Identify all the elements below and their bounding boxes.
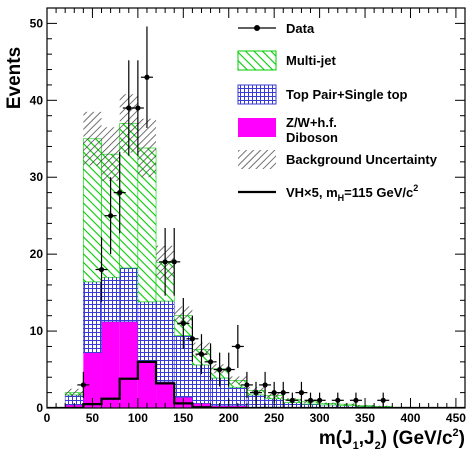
x-tick-label: 450 — [446, 411, 466, 425]
top-pair-bar — [101, 276, 120, 323]
legend-item-zw: Z/W+h.f. Diboson — [238, 115, 338, 145]
legend: Data Multi-jet Top Pair+Single top Z/W+h… — [237, 21, 438, 203]
data-point — [95, 237, 108, 302]
data-marker — [289, 397, 295, 403]
y-tick-label: 10 — [30, 324, 44, 338]
data-marker — [126, 105, 132, 111]
data-marker — [144, 74, 150, 80]
data-marker — [180, 320, 186, 326]
data-marker — [353, 397, 359, 403]
data-marker — [198, 351, 205, 357]
y-tick-label: 30 — [30, 170, 44, 184]
data-point — [277, 381, 290, 404]
legend-item-uncertainty: Background Uncertainty — [238, 150, 438, 169]
data-marker — [271, 390, 277, 396]
zw-hf-bar — [137, 361, 157, 408]
y-tick-label: 0 — [36, 401, 43, 415]
x-tick-label: 300 — [310, 411, 330, 425]
svg-text:Multi-jet: Multi-jet — [286, 53, 336, 68]
top-pair-bar — [137, 301, 157, 363]
axes: 0 50 100 150 200 250 300 350 400 450 0 10 20 30 40 50 — [30, 8, 466, 425]
data-point — [77, 371, 90, 398]
zw-hf-bar — [83, 352, 102, 408]
uncertainty-bin — [83, 111, 102, 166]
data-point — [113, 151, 126, 234]
x-tick-label: 250 — [264, 411, 284, 425]
zw-hf-bar — [119, 321, 138, 408]
x-tick-label: 100 — [128, 411, 148, 425]
top-pair-bar — [155, 300, 175, 383]
top-pair-bar — [228, 386, 248, 406]
data-point — [231, 324, 244, 368]
x-tick-label: 400 — [400, 411, 420, 425]
uncertainty-bin — [65, 388, 84, 397]
data-point — [286, 392, 299, 408]
data-marker — [226, 366, 232, 373]
data-marker — [162, 259, 168, 265]
data-marker — [335, 397, 341, 403]
svg-text:Z/W+h.f.: Z/W+h.f. — [286, 115, 337, 130]
data-point — [104, 177, 117, 255]
uncertainty-bin — [228, 376, 247, 385]
legend-item-data: Data — [238, 21, 315, 36]
data-point — [204, 343, 217, 381]
data-marker — [135, 105, 141, 111]
data-point — [177, 298, 190, 349]
data-point — [259, 371, 272, 398]
data-marker — [80, 382, 86, 388]
data-point — [222, 352, 235, 387]
svg-text:Top Pair+Single top: Top Pair+Single top — [286, 87, 408, 102]
data-point — [131, 60, 144, 156]
data-marker — [207, 359, 214, 365]
svg-text:Diboson: Diboson — [286, 130, 338, 145]
legend-item-top: Top Pair+Single top — [237, 84, 408, 105]
background-stack — [64, 123, 411, 408]
zw-hf-bar — [156, 381, 175, 408]
data-point — [240, 371, 253, 398]
svg-text:VH×5, mH=115 GeV/c2: VH×5, mH=115 GeV/c2 — [286, 183, 418, 203]
data-marker — [217, 366, 223, 373]
legend-item-multijet: Multi-jet — [237, 50, 336, 71]
legend-item-signal: VH×5, mH=115 GeV/c2 — [238, 183, 418, 203]
y-tick-label: 20 — [30, 247, 44, 261]
x-tick-label: 350 — [355, 411, 375, 425]
y-tick-label: 50 — [30, 16, 44, 30]
data-point — [195, 334, 208, 375]
zw-hf-bar — [101, 321, 120, 408]
x-tick-label: 50 — [86, 411, 100, 425]
y-tick-label: 40 — [30, 93, 44, 107]
data-points — [77, 26, 390, 408]
data-point — [250, 381, 262, 404]
data-point — [295, 381, 308, 404]
top-pair-bar — [119, 267, 139, 323]
y-axis-label: Events — [4, 47, 25, 109]
svg-text:Data: Data — [286, 21, 315, 36]
x-tick-label: 0 — [44, 411, 51, 425]
uncertainty-bin — [137, 118, 157, 178]
x-tick-label: 150 — [173, 411, 193, 425]
data-marker — [298, 390, 305, 396]
top-pair-bar — [83, 281, 102, 353]
data-marker — [253, 390, 259, 396]
x-tick-label: 200 — [219, 411, 239, 425]
data-marker — [189, 336, 195, 342]
data-marker — [171, 259, 177, 265]
data-marker — [280, 390, 286, 396]
data-point — [186, 315, 199, 362]
data-marker — [117, 190, 123, 196]
data-marker — [380, 397, 386, 403]
x-axis-label: m(J1,J2) (GeV/c2) — [319, 427, 465, 452]
data-marker — [235, 343, 241, 350]
data-marker — [98, 266, 105, 273]
data-marker — [244, 382, 250, 388]
data-marker — [262, 382, 268, 388]
uncertainty-bin — [101, 127, 120, 182]
data-point — [168, 228, 181, 296]
svg-text:Background Uncertainty: Background Uncertainty — [286, 152, 438, 167]
data-marker — [307, 397, 314, 403]
data-marker — [108, 213, 114, 219]
data-point — [140, 26, 153, 128]
